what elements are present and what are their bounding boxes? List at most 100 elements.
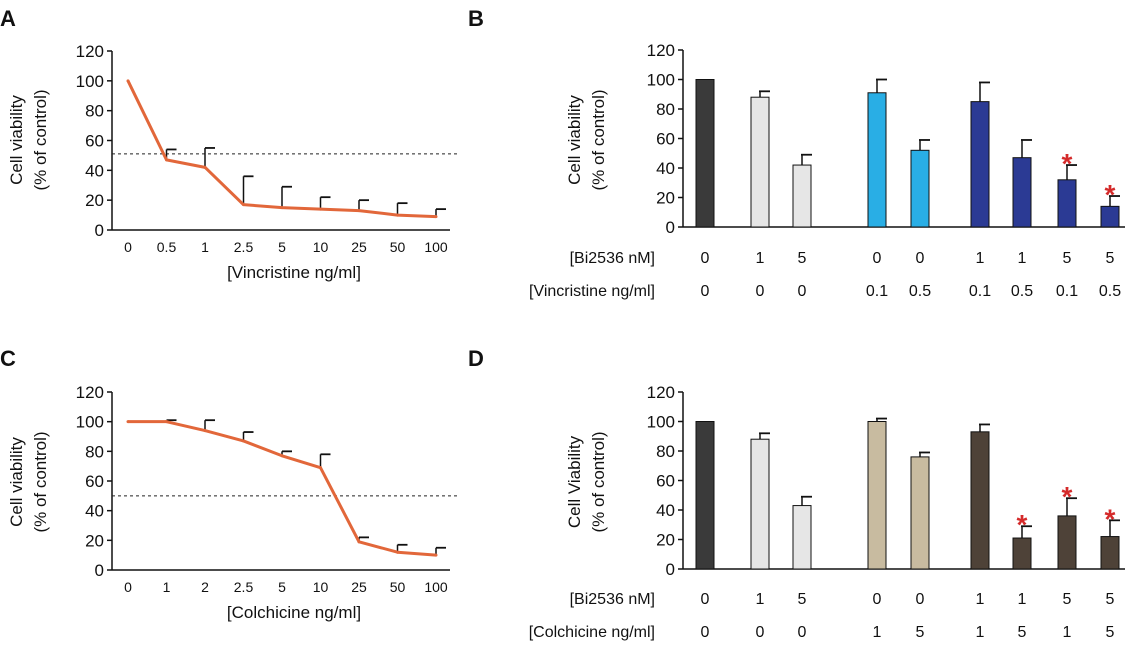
row-value: 0 (873, 591, 882, 608)
data-point (434, 215, 438, 219)
row-value: 5 (1106, 624, 1115, 641)
y-tick-label: 40 (85, 502, 104, 521)
x-tick-label: 5 (278, 579, 286, 595)
data-point (165, 158, 168, 162)
y-tick-label: 20 (656, 189, 675, 208)
panel-letter: A (0, 6, 16, 31)
row-label: [Bi2536 nM] (570, 591, 655, 608)
row-value: 0.1 (1056, 283, 1078, 300)
y-tick-label: 40 (656, 159, 675, 178)
data-point (396, 213, 399, 217)
data-point (203, 429, 207, 433)
y-tick-label: 20 (85, 191, 104, 210)
row-value: 0 (701, 250, 710, 267)
row-value: 0.1 (866, 283, 888, 300)
row-value: 1 (1018, 591, 1027, 608)
y-tick-label: 60 (656, 130, 675, 149)
bar (1100, 205, 1120, 228)
row-value: 0.5 (909, 283, 931, 300)
bar (1012, 157, 1032, 228)
data-point (280, 454, 284, 458)
panel-letter: C (0, 346, 16, 371)
x-tick-label: 25 (351, 579, 367, 595)
significance-star: * (1017, 509, 1028, 540)
row-value: 1 (756, 250, 765, 267)
x-tick-label: 10 (313, 239, 329, 255)
significance-star: * (1105, 503, 1116, 534)
bar (792, 505, 812, 570)
bar (792, 164, 812, 228)
data-point (319, 466, 322, 470)
bar (867, 421, 887, 570)
y-axis-label: Cell viability (565, 95, 584, 185)
x-tick-label: 100 (424, 579, 448, 595)
row-label: [Bi2536 nM] (570, 250, 655, 267)
y-axis-label: (% of control) (31, 431, 50, 532)
y-tick-label: 20 (85, 531, 104, 550)
y-tick-label: 0 (95, 561, 104, 580)
x-tick-label: 2 (201, 579, 209, 595)
data-point (357, 209, 361, 213)
y-tick-label: 60 (85, 472, 104, 491)
row-value: 0 (756, 283, 765, 300)
y-tick-label: 100 (76, 413, 104, 432)
row-value: 0 (798, 283, 807, 300)
data-point (242, 439, 245, 443)
data-point (203, 165, 207, 169)
row-value: 1 (1018, 250, 1027, 267)
row-value: 0.5 (1099, 283, 1121, 300)
x-tick-label: 1 (201, 239, 209, 255)
row-value: 5 (1106, 250, 1115, 267)
x-tick-label: 0.5 (157, 239, 177, 255)
series-line (128, 420, 437, 557)
row-value: 1 (976, 624, 985, 641)
row-value: 1 (976, 591, 985, 608)
x-tick-label: 5 (278, 239, 286, 255)
y-tick-label: 120 (76, 383, 104, 402)
row-value: 1 (756, 591, 765, 608)
y-tick-label: 120 (647, 41, 675, 60)
y-tick-label: 100 (76, 72, 104, 91)
y-tick-label: 120 (647, 383, 675, 402)
bar (910, 456, 930, 570)
x-tick-label: 50 (390, 579, 406, 595)
bar (750, 96, 770, 228)
y-tick-label: 100 (647, 413, 675, 432)
y-axis-label: Cell viability (7, 95, 26, 185)
bar (1057, 179, 1077, 228)
bar (1100, 536, 1120, 570)
bar (695, 79, 715, 228)
x-tick-label: 0 (124, 579, 132, 595)
bar (750, 438, 770, 570)
data-point (357, 540, 361, 544)
panel-letter: D (468, 346, 484, 371)
y-tick-label: 40 (656, 501, 675, 520)
y-tick-label: 80 (656, 100, 675, 119)
x-tick-label: 25 (351, 239, 367, 255)
x-axis-label: [Colchicine ng/ml] (227, 603, 361, 622)
row-value: 0.5 (1011, 283, 1033, 300)
data-point (126, 79, 130, 83)
y-tick-label: 60 (656, 472, 675, 491)
row-value: 5 (798, 250, 807, 267)
row-value: 0 (873, 250, 882, 267)
data-point (126, 420, 130, 424)
x-tick-label: 100 (424, 239, 448, 255)
row-value: 5 (1106, 591, 1115, 608)
bar (1012, 537, 1032, 570)
x-axis-label: [Vincristine ng/ml] (227, 263, 361, 282)
significance-star: * (1062, 481, 1073, 512)
bar (910, 149, 930, 228)
y-tick-label: 0 (666, 218, 675, 237)
panel-letter: B (468, 6, 484, 31)
y-tick-label: 40 (85, 161, 104, 180)
x-tick-label: 50 (390, 239, 406, 255)
row-value: 1 (1063, 624, 1072, 641)
data-point (396, 550, 399, 554)
row-label: [Colchicine ng/ml] (529, 624, 655, 641)
y-tick-label: 20 (656, 531, 675, 550)
y-tick-label: 0 (666, 560, 675, 579)
